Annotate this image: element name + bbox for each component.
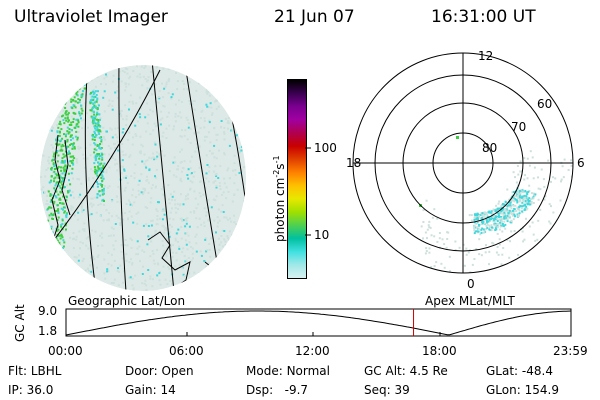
mlt-label-12: 12 xyxy=(478,49,494,63)
flt-field: Flt: LBHL xyxy=(8,364,62,378)
altitude-plot-frame xyxy=(65,308,572,337)
observation-date: 21 Jun 07 xyxy=(274,7,355,27)
xtick-0000: 00:00 xyxy=(48,344,83,358)
seq-field: Seq: 39 xyxy=(364,383,410,397)
xtick-0600: 06:00 xyxy=(169,344,204,358)
polar-grid xyxy=(352,52,574,274)
altitude-ticks xyxy=(186,332,441,336)
instrument-title: Ultraviolet Imager xyxy=(14,7,168,27)
observation-time: 16:31:00 UT xyxy=(431,7,536,27)
polar-panel-label: Apex MLat/MLT xyxy=(425,294,515,308)
mode-field: Mode: Normal xyxy=(246,364,330,378)
gc-alt-field: GC Alt: 4.5 Re xyxy=(364,364,448,378)
mlt-label-18: 18 xyxy=(346,156,362,170)
colorbar xyxy=(287,79,307,279)
glon-field: GLon: 154.9 xyxy=(486,383,559,397)
altitude-ytick-top: 9.0 xyxy=(38,304,58,318)
ip-field: IP: 36.0 xyxy=(8,383,54,397)
xtick-1200: 12:00 xyxy=(295,344,330,358)
xtick-2359: 23:59 xyxy=(553,344,588,358)
mlt-label-0: 0 xyxy=(467,277,475,291)
lat-label-80: 80 xyxy=(482,141,498,155)
lat-label-70: 70 xyxy=(511,120,527,134)
altitude-ytick-bottom: 1.8 xyxy=(38,324,58,338)
dsp-field: Dsp: -9.7 xyxy=(246,383,309,397)
colorbar-tick-100: 100 xyxy=(314,141,337,155)
altitude-ylabel: GC Alt xyxy=(13,304,27,342)
colorbar-tick-10: 10 xyxy=(314,228,330,242)
glat-field: GLat: -48.4 xyxy=(486,364,553,378)
gain-field: Gain: 14 xyxy=(125,383,176,397)
geo-panel-label: Geographic Lat/Lon xyxy=(68,294,186,308)
altitude-curve xyxy=(65,310,572,336)
xtick-1800: 18:00 xyxy=(422,344,457,358)
door-field: Door: Open xyxy=(125,364,194,378)
lat-label-60: 60 xyxy=(537,97,553,111)
mlt-label-6: 6 xyxy=(577,156,585,170)
